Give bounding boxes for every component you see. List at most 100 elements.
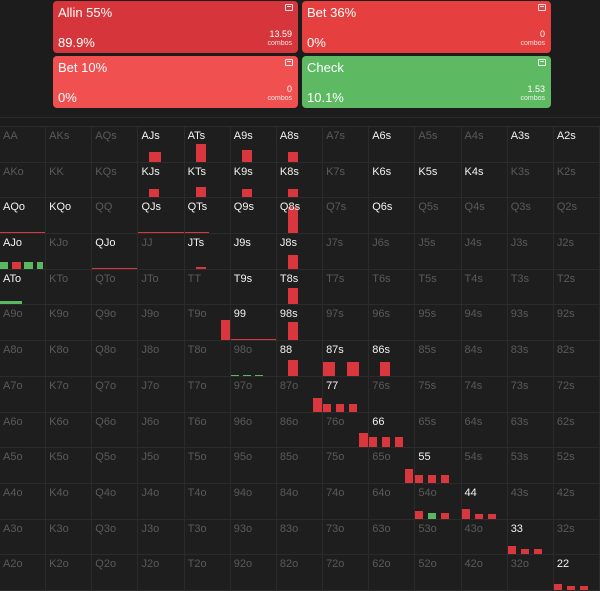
hand-cell-96s[interactable]: 96s (369, 305, 416, 342)
hand-cell-q5s[interactable]: Q5s (415, 198, 462, 235)
hand-cell-t2o[interactable]: T2o (184, 555, 231, 591)
hand-cell-qto[interactable]: QTo (92, 269, 139, 306)
hand-cell-t7s[interactable]: T7s (323, 269, 370, 306)
hand-cell-75o[interactable]: 75o (323, 448, 370, 484)
hand-cell-j9o[interactable]: J9o (138, 305, 185, 342)
hand-cell-53s[interactable]: 53s (507, 448, 554, 484)
hand-cell-kjs[interactable]: KJs (138, 162, 185, 199)
expand-icon[interactable] (285, 59, 293, 66)
hand-cell-j8o[interactable]: J8o (138, 341, 185, 377)
hand-cell-65s[interactable]: 65s (415, 412, 462, 449)
expand-icon[interactable] (538, 59, 546, 66)
hand-cell-qts[interactable]: QTs (184, 198, 231, 235)
hand-cell-98o[interactable]: 98o (230, 341, 277, 377)
action-bet-36-panel[interactable]: Bet 36% 0% 0 combos (302, 1, 551, 53)
hand-cell-76o[interactable]: 76o (323, 412, 370, 449)
hand-cell-72o[interactable]: 72o (323, 555, 370, 591)
hand-cell-k4s[interactable]: K4s (461, 162, 508, 199)
hand-cell-a5o[interactable]: A5o (0, 448, 47, 484)
hand-cell-32s[interactable]: 32s (553, 519, 600, 556)
hand-cell-ats[interactable]: ATs (184, 127, 231, 163)
hand-cell-95o[interactable]: 95o (230, 448, 277, 484)
hand-cell-kqo[interactable]: KQo (46, 198, 93, 235)
hand-cell-k6s[interactable]: K6s (369, 162, 416, 199)
hand-cell-62o[interactable]: 62o (369, 555, 416, 591)
hand-cell-qq[interactable]: QQ (92, 198, 139, 235)
hand-cell-j5o[interactable]: J5o (138, 448, 185, 484)
hand-cell-q3o[interactable]: Q3o (92, 519, 139, 556)
hand-cell-95s[interactable]: 95s (415, 305, 462, 342)
hand-cell-j3o[interactable]: J3o (138, 519, 185, 556)
hand-cell-kjo[interactable]: KJo (46, 234, 93, 270)
hand-cell-a7o[interactable]: A7o (0, 376, 47, 413)
hand-cell-j9s[interactable]: J9s (230, 234, 277, 270)
hand-cell-q9s[interactable]: Q9s (230, 198, 277, 235)
hand-cell-q2o[interactable]: Q2o (92, 555, 139, 591)
hand-cell-j4s[interactable]: J4s (461, 234, 508, 270)
hand-cell-82o[interactable]: 82o (276, 555, 324, 591)
hand-cell-k9s[interactable]: K9s (230, 162, 277, 199)
hand-cell-t7o[interactable]: T7o (184, 376, 231, 413)
hand-cell-87o[interactable]: 87o (276, 376, 324, 413)
hand-cell-q7o[interactable]: Q7o (92, 376, 139, 413)
hand-cell-73s[interactable]: 73s (507, 376, 554, 413)
hand-cell-66[interactable]: 66 (369, 412, 416, 449)
hand-cell-85o[interactable]: 85o (276, 448, 324, 484)
hand-cell-42s[interactable]: 42s (553, 483, 600, 520)
hand-cell-62s[interactable]: 62s (553, 412, 600, 449)
hand-cell-j7o[interactable]: J7o (138, 376, 185, 413)
hand-cell-a8s[interactable]: A8s (276, 127, 324, 163)
hand-cell-87s[interactable]: 87s (323, 341, 370, 377)
hand-cell-q4s[interactable]: Q4s (461, 198, 508, 235)
hand-cell-a6s[interactable]: A6s (369, 127, 416, 163)
hand-cell-qjo[interactable]: QJo (92, 234, 139, 270)
hand-cell-86o[interactable]: 86o (276, 412, 324, 449)
action-check-panel[interactable]: Check 10.1% 1.53 combos (302, 56, 551, 108)
hand-cell-a5s[interactable]: A5s (415, 127, 462, 163)
hand-cell-t6s[interactable]: T6s (369, 269, 416, 306)
hand-cell-94o[interactable]: 94o (230, 483, 277, 520)
hand-cell-a4s[interactable]: A4s (461, 127, 508, 163)
hand-cell-a3o[interactable]: A3o (0, 519, 47, 556)
hand-cell-74s[interactable]: 74s (461, 376, 508, 413)
hand-cell-54o[interactable]: 54o (415, 483, 462, 520)
hand-cell-a8o[interactable]: A8o (0, 341, 47, 377)
hand-cell-k8s[interactable]: K8s (276, 162, 324, 199)
hand-cell-k7o[interactable]: K7o (46, 376, 93, 413)
hand-cell-q2s[interactable]: Q2s (553, 198, 600, 235)
hand-cell-83s[interactable]: 83s (507, 341, 554, 377)
hand-cell-t3s[interactable]: T3s (507, 269, 554, 306)
hand-cell-ako[interactable]: AKo (0, 162, 47, 199)
hand-cell-k9o[interactable]: K9o (46, 305, 93, 342)
hand-cell-jts[interactable]: JTs (184, 234, 231, 270)
hand-cell-88[interactable]: 88 (276, 341, 324, 377)
hand-cell-85s[interactable]: 85s (415, 341, 462, 377)
hand-cell-k5s[interactable]: K5s (415, 162, 462, 199)
hand-cell-k7s[interactable]: K7s (323, 162, 370, 199)
hand-cell-ajo[interactable]: AJo (0, 234, 47, 270)
hand-cell-a2o[interactable]: A2o (0, 555, 47, 591)
hand-cell-j3s[interactable]: J3s (507, 234, 554, 270)
hand-cell-32o[interactable]: 32o (507, 555, 554, 591)
hand-cell-83o[interactable]: 83o (276, 519, 324, 556)
hand-cell-q8o[interactable]: Q8o (92, 341, 139, 377)
hand-cell-a9s[interactable]: A9s (230, 127, 277, 163)
hand-cell-kk[interactable]: KK (46, 162, 93, 199)
hand-cell-a4o[interactable]: A4o (0, 483, 47, 520)
hand-cell-k2o[interactable]: K2o (46, 555, 93, 591)
hand-cell-75s[interactable]: 75s (415, 376, 462, 413)
hand-cell-65o[interactable]: 65o (369, 448, 416, 484)
hand-cell-q7s[interactable]: Q7s (323, 198, 370, 235)
hand-cell-t6o[interactable]: T6o (184, 412, 231, 449)
hand-cell-42o[interactable]: 42o (461, 555, 508, 591)
hand-cell-92s[interactable]: 92s (553, 305, 600, 342)
hand-cell-a7s[interactable]: A7s (323, 127, 370, 163)
hand-cell-t5s[interactable]: T5s (415, 269, 462, 306)
hand-cell-76s[interactable]: 76s (369, 376, 416, 413)
hand-cell-93o[interactable]: 93o (230, 519, 277, 556)
hand-cell-j2o[interactable]: J2o (138, 555, 185, 591)
hand-cell-74o[interactable]: 74o (323, 483, 370, 520)
hand-cell-t8o[interactable]: T8o (184, 341, 231, 377)
hand-cell-q5o[interactable]: Q5o (92, 448, 139, 484)
hand-cell-k4o[interactable]: K4o (46, 483, 93, 520)
